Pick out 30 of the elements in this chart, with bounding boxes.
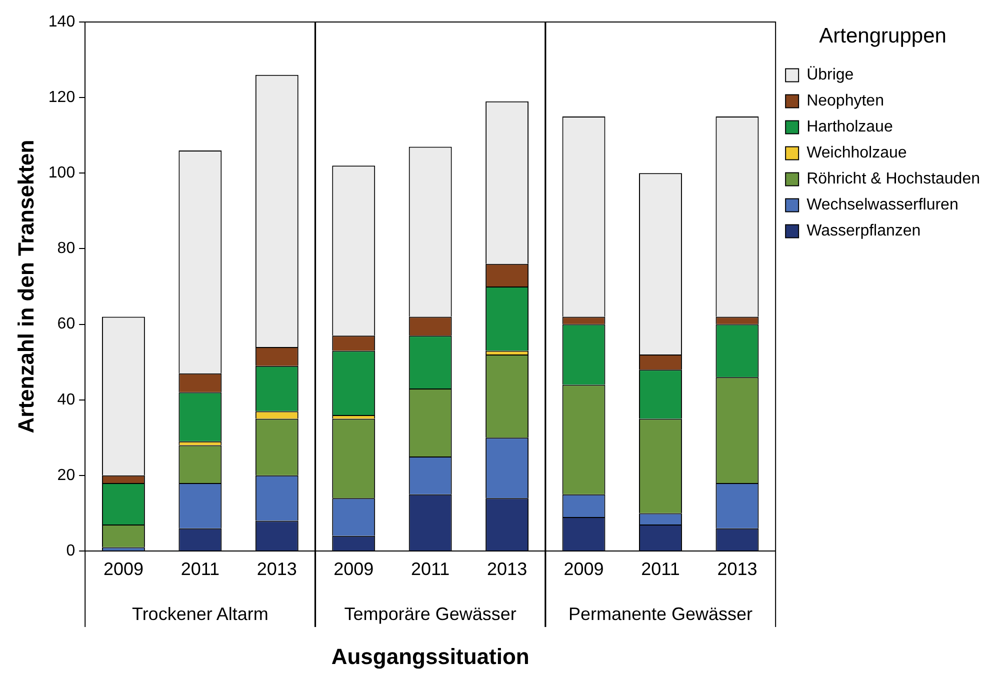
x-axis-title: Ausgangssituation: [331, 644, 530, 669]
legend-label: Weichholzaue: [806, 144, 907, 162]
text: Trockener Altarm: [132, 604, 268, 624]
y-tick-label: 120: [48, 88, 76, 106]
y-tick-label: 60: [57, 316, 76, 333]
x-tick-label: 2011: [180, 558, 220, 579]
x-tick-label: 2011: [410, 558, 450, 579]
legend-label: Hartholzaue: [806, 118, 893, 136]
x-tick-label: 2013: [256, 558, 297, 579]
y-tick-label: 140: [48, 13, 76, 30]
y-tick-label: 20: [57, 466, 76, 484]
x-tick-label: 2011: [641, 558, 680, 579]
legend-label: Röhricht & Hochstauden: [806, 170, 980, 188]
y-tick-label: 80: [57, 240, 76, 258]
x-tick-label: 2009: [334, 558, 374, 579]
x-tick-label: 2009: [103, 558, 144, 579]
x-tick-label: 2013: [487, 558, 528, 579]
legend-title: Artengruppen: [819, 24, 946, 48]
y-tick-label: 40: [57, 391, 76, 408]
x-tick-label: 2013: [717, 558, 758, 579]
legend-label: Übrige: [806, 66, 854, 84]
y-tick-label: 0: [66, 542, 76, 560]
legend-label: Wasserpflanzen: [806, 222, 921, 240]
text: Temporäre Gewässer: [344, 604, 516, 624]
x-tick-label: 2009: [564, 558, 604, 579]
text: Permanente Gewässer: [568, 604, 753, 624]
y-tick-label: 100: [48, 164, 76, 182]
legend-label: Wechselwasserfluren: [806, 196, 958, 214]
y-axis-title: Artenzahl in den Transekten: [13, 140, 38, 434]
legend-label: Neophyten: [806, 92, 884, 110]
